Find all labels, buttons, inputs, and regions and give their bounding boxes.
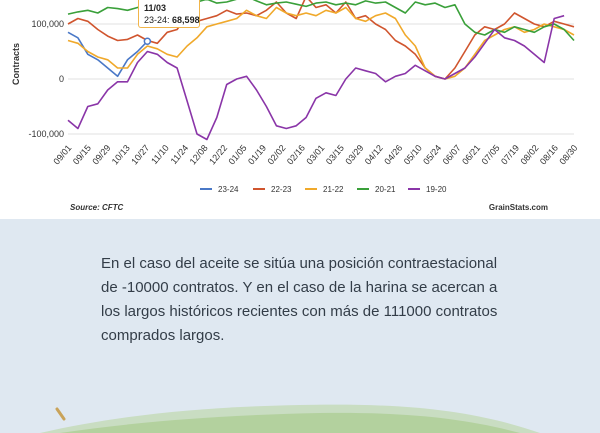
line-chart: -100,000 0 100,000 Contracts 09/0109/1509/…: [11, 0, 580, 212]
chart-tooltip: 11/03 23-24: 68,598: [138, 0, 200, 28]
legend-item-22-23[interactable]: 22-23: [253, 185, 292, 194]
x-tick-label: 12/08: [188, 143, 210, 167]
x-tick-label: 09/15: [71, 143, 93, 167]
y-tick-label: 0: [59, 74, 64, 84]
tooltip-date: 11/03: [144, 3, 167, 13]
x-tick-label: 08/02: [518, 143, 540, 167]
legend-item-21-22[interactable]: 21-22: [305, 185, 344, 194]
x-tick-label: 03/01: [304, 143, 326, 167]
article-paragraph: En el caso del aceite se sitúa una posic…: [101, 255, 498, 344]
legend-label: 19-20: [426, 185, 447, 194]
x-tick-label: 03/29: [343, 143, 365, 167]
legend-label: 21-22: [323, 185, 344, 194]
x-tick-label: 06/21: [460, 143, 482, 167]
chart-card: -100,000 0 100,000 Contracts 09/01 09/15 09/…: [0, 0, 600, 219]
legend-item-20-21[interactable]: 20-21: [357, 185, 396, 194]
tooltip-value: 68,598: [172, 15, 200, 25]
series-line-19-20: [67, 14, 565, 141]
x-tick-label: 05/10: [402, 143, 424, 167]
x-tick-label: 11/10: [149, 143, 171, 166]
x-tick-label: 02/16: [285, 143, 307, 167]
x-tick-label: 03/15: [324, 143, 346, 167]
x-tick-label: 04/26: [382, 143, 404, 167]
series-line-23-24: [67, 31, 148, 78]
x-tick-label: 11/24: [169, 143, 191, 166]
y-tick-label: -100,000: [28, 129, 64, 139]
legend-label: 20-21: [375, 185, 396, 194]
x-tick-label: 09/01: [51, 143, 73, 167]
tooltip-series: 23-24: [144, 15, 168, 25]
source-label: Source: CFTC: [70, 203, 124, 212]
y-axis-label: Contracts: [11, 43, 21, 85]
x-tick-label: 09/29: [90, 143, 112, 167]
legend-label: 23-24: [218, 185, 239, 194]
tooltip-marker[interactable]: [143, 37, 152, 46]
x-tick-label: 05/24: [421, 143, 443, 167]
legend-item-23-24[interactable]: 23-24: [200, 185, 239, 194]
x-tick-label: 07/19: [499, 143, 521, 167]
y-tick-label: 100,000: [31, 19, 64, 29]
leaf-decoration: [40, 404, 540, 433]
x-tick-label: 01/05: [227, 143, 249, 167]
series-line-22-23: [67, 0, 575, 80]
x-tick-label: 06/07: [441, 143, 463, 167]
x-tick-label: 04/12: [363, 143, 385, 167]
brand-label: GrainStats.com: [489, 203, 548, 212]
legend-item-19-20[interactable]: 19-20: [408, 185, 447, 194]
x-tick-label: 01/19: [246, 143, 268, 167]
x-tick-label: 10/13: [110, 143, 132, 167]
x-tick-label: 02/02: [265, 143, 287, 167]
x-tick-label: 08/16: [538, 143, 560, 167]
x-tick-label: 10/27: [129, 143, 151, 167]
x-tick-label: 08/30: [557, 143, 579, 167]
x-tick-label: 12/22: [207, 143, 229, 167]
tooltip-line: 23-24: 68,598: [144, 15, 200, 25]
legend-label: 22-23: [271, 185, 292, 194]
x-tick-label: 07/05: [480, 143, 502, 167]
